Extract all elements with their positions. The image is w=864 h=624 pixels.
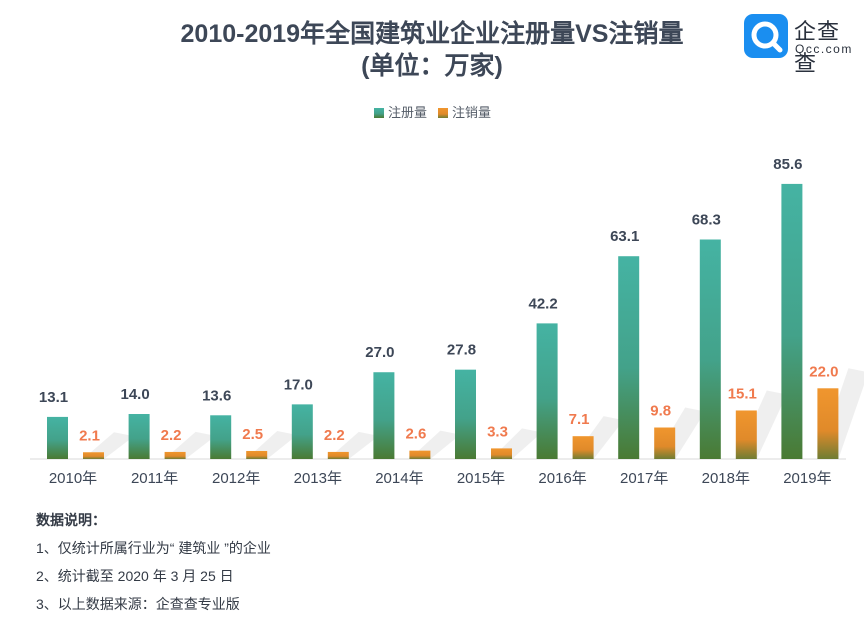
x-tick-label: 2017年	[620, 470, 668, 487]
note-item-2: 2、统计截至 2020 年 3 月 25 日	[36, 568, 234, 584]
bar-registered	[536, 323, 558, 459]
bar-cancelled	[817, 388, 839, 459]
data-label-cancelled: 15.1	[728, 385, 757, 402]
data-label-registered: 27.0	[365, 344, 394, 361]
bar-cancelled	[409, 450, 431, 459]
note-item-1: 1、仅统计所属行业为“ 建筑业 ”的企业	[36, 540, 271, 556]
data-label-cancelled: 2.1	[79, 427, 100, 444]
data-label-registered: 63.1	[610, 228, 639, 245]
data-label-cancelled: 9.8	[650, 403, 671, 420]
bar-cancelled	[83, 452, 104, 459]
data-label-cancelled: 2.2	[161, 427, 182, 444]
data-label-registered: 14.0	[120, 386, 149, 403]
bar-chart: 注册量 注销量 13.1 2.1 2010年 14.0 2.2 2011年 13.6 2.5 2…	[30, 105, 864, 487]
data-label-registered: 27.8	[447, 342, 476, 359]
data-label-registered: 68.3	[692, 212, 721, 229]
bar-cancelled	[572, 436, 594, 459]
data-label-cancelled: 2.2	[324, 427, 345, 444]
logo-name: 企查查	[794, 19, 841, 76]
data-label-cancelled: 2.6	[405, 426, 426, 443]
bar-cancelled	[654, 427, 676, 459]
data-label-registered: 13.1	[39, 389, 68, 406]
data-label-cancelled: 3.3	[487, 423, 508, 440]
chart-title: 2010-2019年全国建筑业企业注册量VS注销量	[180, 20, 684, 48]
x-tick-label: 2010年	[49, 470, 97, 487]
data-label-cancelled: 7.1	[569, 411, 590, 428]
data-label-registered: 17.0	[284, 376, 313, 393]
bar-registered	[455, 369, 476, 459]
bar-cancelled	[327, 451, 349, 459]
bar-registered	[128, 414, 150, 459]
data-label-registered: 85.6	[773, 156, 802, 173]
x-tick-label: 2013年	[294, 470, 342, 487]
x-tick-label: 2018年	[702, 470, 750, 487]
qcc-logo: 企查查 Qcc.com	[744, 14, 854, 76]
x-tick-label: 2014年	[375, 470, 423, 487]
bar-registered	[373, 372, 395, 459]
x-tick-label: 2011年	[131, 470, 178, 487]
bar-registered	[699, 239, 721, 459]
legend-swatch-cancelled	[438, 108, 448, 118]
notes-heading: 数据说明：	[36, 512, 106, 528]
legend-label-cancelled: 注销量	[452, 105, 491, 120]
data-label-registered: 13.6	[202, 387, 231, 404]
bar-registered	[291, 404, 313, 459]
bar-registered	[618, 256, 640, 459]
qcc-logo-icon	[744, 14, 788, 58]
x-tick-label: 2019年	[783, 470, 831, 487]
bar-registered	[210, 415, 232, 459]
chart-subtitle-unit: (单位：万家)	[361, 52, 503, 80]
data-label-cancelled: 2.5	[242, 426, 263, 443]
bar-registered	[47, 416, 68, 459]
bar-cancelled	[491, 448, 512, 459]
data-label-registered: 42.2	[528, 295, 557, 312]
bar-cancelled	[735, 410, 757, 459]
legend-swatch-registered	[374, 108, 384, 118]
note-item-3: 3、以上数据来源：企查查专业版	[36, 596, 240, 612]
data-label-cancelled: 22.0	[809, 363, 838, 380]
x-tick-label: 2015年	[457, 470, 505, 487]
x-tick-label: 2016年	[538, 470, 586, 487]
bar-registered	[781, 183, 803, 459]
bar-cancelled	[164, 451, 186, 459]
legend-label-registered: 注册量	[388, 105, 427, 120]
x-tick-label: 2012年	[212, 470, 260, 487]
bars-group: 13.1 2.1 2010年 14.0 2.2 2011年 13.6 2.5 2012年 17.0…	[39, 156, 864, 487]
data-notes: 数据说明： 1、仅统计所属行业为“ 建筑业 ”的企业 2、统计截至 2020 年…	[36, 512, 271, 624]
logo-url: Qcc.com	[795, 42, 853, 56]
legend: 注册量 注销量	[374, 105, 491, 120]
bar-cancelled	[246, 450, 268, 459]
